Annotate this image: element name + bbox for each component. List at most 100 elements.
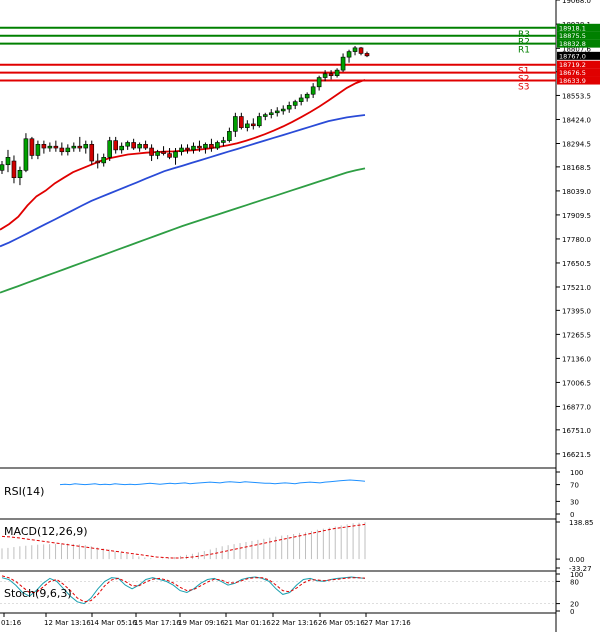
level-value-box-r2: [557, 31, 600, 40]
moving-average-line: [0, 78, 366, 231]
price-tick-label: 17395.0: [562, 307, 591, 315]
candle-up: [5, 157, 11, 166]
candle-up: [173, 151, 178, 158]
moving-average-line: [0, 114, 366, 248]
rsi-line: [59, 479, 366, 486]
candle-up: [17, 169, 23, 179]
candle-up: [47, 145, 53, 149]
level-value-s3: 18633.9: [559, 77, 586, 85]
price-tick-label: 17909.5: [562, 212, 591, 220]
candle-up: [310, 86, 316, 95]
time-tick-label: 01:16: [1, 619, 22, 627]
candle-up: [286, 105, 292, 110]
stoch-tick-label: 100: [570, 571, 583, 579]
price-tick-label: 18807.6: [562, 45, 591, 53]
candle-down: [161, 151, 166, 154]
candle-down: [59, 147, 65, 153]
candle-up: [215, 142, 220, 149]
candle-up: [65, 147, 71, 153]
level-name-s3: S3: [518, 83, 529, 93]
candle-down: [364, 53, 370, 57]
candle-down: [131, 142, 136, 149]
candle-down: [11, 160, 17, 179]
time-tick-label: 27 Mar 17:16: [364, 619, 411, 627]
candle-down: [29, 138, 35, 156]
candle-up: [352, 47, 358, 52]
level-name-r3: R3: [518, 30, 530, 40]
candle-down: [113, 140, 118, 151]
level-value-box-s3: [557, 76, 600, 85]
macd-signal-line: [1, 523, 366, 559]
candle-up: [340, 56, 346, 71]
candle-down: [41, 144, 47, 149]
level-value-s2: 18676.5: [559, 69, 586, 77]
rsi-tick-label: 0: [570, 511, 574, 519]
stoch-k-line: [1, 576, 366, 605]
candle-up: [262, 114, 268, 117]
candle-up: [334, 69, 340, 76]
level-value-box-r3: [557, 23, 600, 32]
candle-up: [346, 51, 352, 58]
candle-down: [197, 145, 202, 149]
time-tick-label: 19 Mar 09:16: [178, 619, 225, 627]
candle-up: [304, 93, 310, 99]
time-tick-label: 22 Mar 13:16: [271, 619, 318, 627]
candle-down: [358, 47, 364, 54]
candle-up: [274, 110, 280, 114]
stoch-d-line: [1, 575, 366, 603]
candle-down: [89, 144, 95, 162]
candle-up: [23, 138, 29, 171]
level-name-s1: S1: [518, 67, 529, 77]
candle-up: [83, 144, 89, 149]
level-name-r2: R2: [518, 38, 530, 48]
macd-title: MACD(12,26,9): [4, 525, 88, 538]
level-value-r2: 18875.5: [559, 32, 586, 40]
level-name-r1: R1: [518, 46, 530, 56]
candle-up: [191, 145, 196, 151]
candle-up: [203, 144, 208, 149]
price-tick-label: 16621.5: [562, 451, 591, 459]
candle-up: [316, 77, 322, 88]
candle-down: [167, 153, 172, 158]
price-tick-label: 17521.0: [562, 284, 591, 292]
candle-up: [256, 116, 262, 127]
candle-down: [328, 73, 334, 76]
time-tick-label: 15 Mar 17:16: [134, 619, 181, 627]
rsi-tick-label: 70: [570, 482, 579, 490]
candle-up: [35, 144, 41, 156]
price-tick-label: 18553.5: [562, 92, 591, 100]
candle-up: [107, 140, 113, 158]
stoch-tick-label: 0: [570, 608, 574, 616]
macd-tick-label: -33.27: [569, 565, 592, 573]
price-tick-label: 17006.5: [562, 379, 591, 387]
stoch-tick-label: 80: [570, 578, 579, 586]
moving-average-line: [0, 167, 366, 294]
current-price-box: [557, 51, 600, 60]
candle-up: [71, 145, 77, 149]
stoch-tick-label: 20: [570, 601, 579, 609]
candle-down: [143, 144, 148, 149]
candle-down: [149, 147, 154, 156]
candle-up: [221, 140, 226, 143]
macd-tick-label: 0.00: [569, 556, 585, 564]
candle-up: [119, 145, 124, 151]
price-tick-label: 17265.5: [562, 331, 591, 339]
current-price-label: 18767.0: [559, 52, 586, 60]
level-value-box-r1: [557, 39, 600, 48]
candle-up: [179, 147, 184, 153]
candle-down: [209, 144, 214, 149]
level-name-s2: S2: [518, 75, 529, 85]
level-value-r3: 18918.1: [559, 24, 586, 32]
candle-up: [101, 157, 107, 164]
price-tick-label: 17136.0: [562, 355, 591, 363]
candle-up: [125, 142, 130, 147]
price-tick-label: 18424.0: [562, 116, 591, 124]
time-tick-label: 14 Mar 05:16: [90, 619, 137, 627]
time-tick-label: 26 Mar 05:16: [318, 619, 365, 627]
stoch-title: Stoch(9,6,3): [4, 587, 72, 600]
time-tick-label: 21 Mar 01:16: [224, 619, 271, 627]
price-tick-label: 16751.0: [562, 427, 591, 435]
rsi-title: RSI(14): [4, 485, 44, 498]
price-tick-label: 19068.0: [562, 0, 591, 5]
